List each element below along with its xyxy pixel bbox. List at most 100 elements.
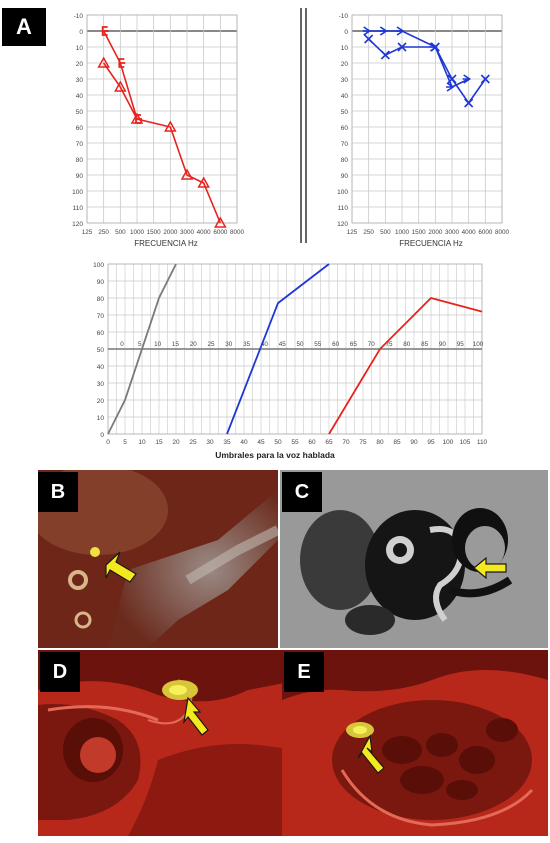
y-tick-label: 110 <box>338 205 349 212</box>
mid-tick-label: 55 <box>314 341 322 348</box>
mid-tick-label: 60 <box>332 341 340 348</box>
arrow-marker <box>446 82 455 92</box>
mid-tick-label: 75 <box>385 341 393 348</box>
mid-tick-label: 20 <box>190 341 198 348</box>
y-tick-label: 110 <box>73 205 84 212</box>
mid-tick-label: 35 <box>243 341 251 348</box>
y-tick-label: 70 <box>341 141 349 148</box>
x-tick-label: 5 <box>123 439 127 446</box>
mid-tick-label: 50 <box>296 341 304 348</box>
mid-tick-label: 100 <box>473 341 484 348</box>
mid-tick-label: 85 <box>421 341 429 348</box>
x-tick-label: 3000 <box>445 229 460 236</box>
x-tick-label: 30 <box>206 439 214 446</box>
y-tick-label: 30 <box>76 77 84 84</box>
image-panel-d <box>38 650 300 836</box>
x-tick-label: 25 <box>189 439 197 446</box>
x-tick-label: 4000 <box>462 229 477 236</box>
y-tick-label: 50 <box>341 109 349 116</box>
x-tick-label: 60 <box>308 439 316 446</box>
mid-tick-label: 15 <box>172 341 180 348</box>
y-tick-label: 80 <box>341 157 349 164</box>
mid-tick-label: 80 <box>403 341 411 348</box>
x-tick-label: 3000 <box>180 229 195 236</box>
separator-double-line <box>305 8 307 243</box>
x-tick-label: 65 <box>325 439 333 446</box>
x-marker <box>464 98 474 108</box>
y-tick-label: 100 <box>72 189 83 196</box>
x-tick-label: 125 <box>347 229 358 236</box>
y-tick-label: 80 <box>97 296 105 303</box>
triangle-marker <box>180 168 194 180</box>
y-tick-label: 10 <box>76 45 84 52</box>
plot-border <box>86 14 238 224</box>
x-tick-label: 75 <box>359 439 367 446</box>
x-tick-label: 0 <box>106 439 110 446</box>
x-tick-label: 70 <box>342 439 350 446</box>
mid-tick-label: 45 <box>279 341 287 348</box>
y-tick-label: 10 <box>97 415 105 422</box>
panel-label-e: E <box>284 652 324 692</box>
y-tick-label: 90 <box>341 173 349 180</box>
x-tick-label: 40 <box>240 439 248 446</box>
y-tick-label: 90 <box>76 173 84 180</box>
triangle-marker <box>197 176 210 188</box>
y-tick-label: -10 <box>339 13 349 20</box>
x-tick-label: 105 <box>460 439 471 446</box>
y-tick-label: 60 <box>97 330 105 337</box>
mri-fusion-image-b <box>38 470 278 648</box>
y-tick-label: 40 <box>76 93 84 100</box>
bracket-marker <box>118 58 126 68</box>
mid-tick-label: 25 <box>207 341 215 348</box>
panel-label-b: B <box>38 472 78 512</box>
arrow-marker <box>362 26 372 36</box>
panel-label-d: D <box>40 652 80 692</box>
x-tick-label: 8000 <box>495 229 510 236</box>
mid-tick-label: 95 <box>457 341 465 348</box>
triangle-marker <box>114 80 127 92</box>
triangle-marker <box>97 56 110 68</box>
x-tick-label: 4000 <box>197 229 212 236</box>
mid-tick-label: 90 <box>439 341 447 348</box>
separator-double-line <box>300 8 302 243</box>
arrow-icon <box>105 551 137 583</box>
x-tick-label: 1500 <box>412 229 427 236</box>
x-tick-label: 95 <box>427 439 435 446</box>
x-marker <box>397 42 407 52</box>
x-marker <box>380 50 390 60</box>
y-tick-label: 0 <box>344 29 348 36</box>
x-axis-label: Umbrales para la voz hablada <box>215 450 335 460</box>
x-tick-label: 80 <box>376 439 384 446</box>
arrow-marker <box>396 26 405 36</box>
y-tick-label: 70 <box>97 313 105 320</box>
y-tick-label: 10 <box>341 45 349 52</box>
mid-tick-label: 5 <box>138 341 142 348</box>
series-line-1 <box>107 263 177 435</box>
x-tick-label: 1000 <box>395 229 410 236</box>
triangle-marker <box>130 112 144 124</box>
triangle-marker <box>214 216 227 228</box>
bracket-marker <box>101 26 109 36</box>
x-tick-label: 100 <box>443 439 454 446</box>
x-tick-label: 6000 <box>213 229 228 236</box>
triangle-marker <box>164 120 177 132</box>
x-tick-label: 125 <box>82 229 93 236</box>
x-tick-label: 1000 <box>130 229 145 236</box>
panel-label-c: C <box>282 472 322 512</box>
x-tick-label: 250 <box>98 229 109 236</box>
x-tick-label: 250 <box>363 229 374 236</box>
y-tick-label: 120 <box>72 221 83 228</box>
image-panel-b <box>38 470 278 648</box>
x-tick-label: 15 <box>155 439 163 446</box>
x-tick-label: 55 <box>291 439 299 446</box>
mid-tick-label: 10 <box>154 341 162 348</box>
x-tick-label: 20 <box>172 439 180 446</box>
x-tick-label: 110 <box>477 439 488 446</box>
y-tick-label: 50 <box>97 347 105 354</box>
fusion-image-d <box>38 650 300 836</box>
mid-tick-label: 0 <box>120 341 124 348</box>
